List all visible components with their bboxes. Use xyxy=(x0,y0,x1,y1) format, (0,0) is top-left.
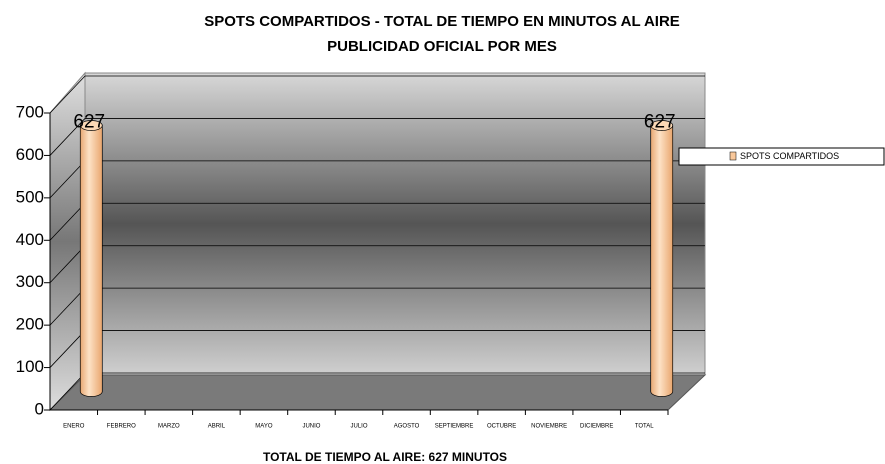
x-tick-label: AGOSTO xyxy=(394,424,420,430)
x-tick-label: NOVIEMBRE xyxy=(531,424,567,430)
y-tick-label: 500 xyxy=(16,187,44,206)
y-tick-label: 300 xyxy=(16,272,44,291)
x-tick-label: MAYO xyxy=(255,424,273,430)
data-label: 627 xyxy=(73,111,105,132)
y-tick-label: 400 xyxy=(16,230,44,249)
bar-body xyxy=(79,125,103,397)
bar-top xyxy=(650,120,674,131)
x-tick-label: ENERO xyxy=(63,424,85,430)
grid-line xyxy=(49,330,86,368)
bar xyxy=(650,120,674,397)
chart-subtitle: PUBLICIDAD OFICIAL POR MES xyxy=(327,38,557,55)
y-tick-label: 600 xyxy=(16,145,44,164)
y-tick-label: 200 xyxy=(16,315,44,334)
x-tick-label: SEPTIEMBRE xyxy=(435,424,474,430)
y-tick-label: 0 xyxy=(35,399,44,418)
x-tick-label: TOTAL xyxy=(635,424,654,430)
grid-line xyxy=(49,372,86,411)
grid-line xyxy=(49,245,86,283)
chart-title: SPOTS COMPARTIDOS - TOTAL DE TIEMPO EN M… xyxy=(204,13,680,30)
grid-line xyxy=(49,203,86,241)
data-label: 627 xyxy=(644,111,676,132)
legend-label: SPOTS COMPARTIDOS xyxy=(740,151,839,161)
bar-top xyxy=(79,120,103,131)
x-tick-label: JUNIO xyxy=(302,424,320,430)
grid-line xyxy=(49,287,86,326)
footnote: TOTAL DE TIEMPO AL AIRE: 627 MINUTOS xyxy=(263,450,507,464)
bar-body xyxy=(650,125,674,397)
grid-line xyxy=(49,75,86,114)
x-tick-label: OCTUBRE xyxy=(487,424,516,430)
grid-line xyxy=(49,118,86,156)
grid-line xyxy=(49,160,86,199)
bar xyxy=(79,120,103,397)
x-tick-label: JULIO xyxy=(350,424,367,430)
plot-area xyxy=(48,71,707,412)
x-tick-label: ABRIL xyxy=(208,424,226,430)
x-tick-label: DICIEMBRE xyxy=(580,424,613,430)
y-tick-label: 100 xyxy=(16,357,44,376)
floor xyxy=(48,374,707,411)
x-tick-label: MARZO xyxy=(158,424,180,430)
legend-swatch xyxy=(729,151,737,161)
y-tick-label: 700 xyxy=(16,102,44,121)
x-tick-label: FEBRERO xyxy=(107,424,136,430)
